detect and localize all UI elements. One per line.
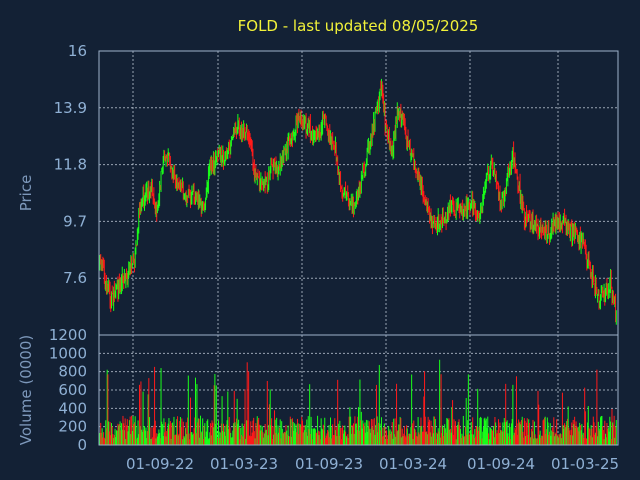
volume-tick-label: 400 [58, 399, 87, 417]
volume-tick-label: 600 [58, 381, 87, 399]
price-axis-ticks: 16 13.9 11.8 9.7 7.6 [54, 42, 87, 287]
volume-bars [99, 359, 617, 445]
volume-tick-label: 800 [58, 363, 87, 381]
date-axis-ticks: 01-09-22 01-03-23 01-09-23 01-03-24 01-09-24… [126, 455, 619, 473]
date-tick-label: 01-03-23 [210, 455, 278, 473]
date-tick-label: 01-09-23 [295, 455, 363, 473]
chart-title: FOLD - last updated 08/05/2025 [238, 17, 479, 35]
date-tick-label: 01-09-22 [126, 455, 194, 473]
date-tick-label: 01-03-24 [379, 455, 447, 473]
volume-tick-label: 0 [77, 436, 87, 454]
volume-panel-frame [98, 334, 619, 446]
price-axis-label: Price [17, 175, 35, 212]
volume-tick-label: 1000 [49, 344, 87, 362]
volume-gridlines [99, 335, 618, 445]
price-tick-label: 13.9 [54, 99, 87, 117]
price-tick-label: 16 [68, 42, 87, 60]
price-tick-label: 9.7 [63, 212, 87, 230]
price-tick-label: 11.8 [54, 156, 87, 174]
date-tick-label: 01-03-25 [551, 455, 619, 473]
price-candles [99, 78, 617, 325]
price-tick-label: 7.6 [63, 269, 87, 287]
volume-tick-label: 200 [58, 418, 87, 436]
date-tick-label: 01-09-24 [467, 455, 535, 473]
volume-axis-label: Volume (0000) [17, 335, 35, 445]
volume-tick-label: 1200 [49, 326, 87, 344]
